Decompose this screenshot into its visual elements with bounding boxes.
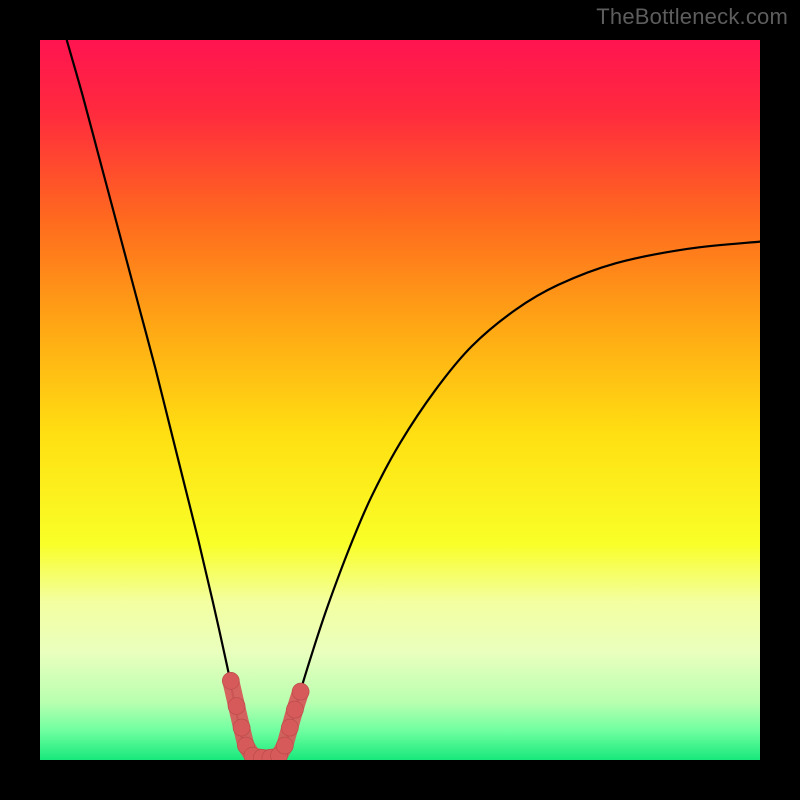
watermark-text: TheBottleneck.com: [596, 4, 788, 30]
marker-dot: [292, 683, 309, 700]
marker-dot: [276, 737, 293, 754]
marker-dot: [222, 672, 239, 689]
marker-dot: [233, 719, 250, 736]
bottleneck-chart: [0, 0, 800, 800]
chart-container: TheBottleneck.com: [0, 0, 800, 800]
marker-dot: [228, 698, 245, 715]
gradient-background: [40, 40, 760, 760]
marker-dot: [281, 719, 298, 736]
marker-dot: [286, 701, 303, 718]
